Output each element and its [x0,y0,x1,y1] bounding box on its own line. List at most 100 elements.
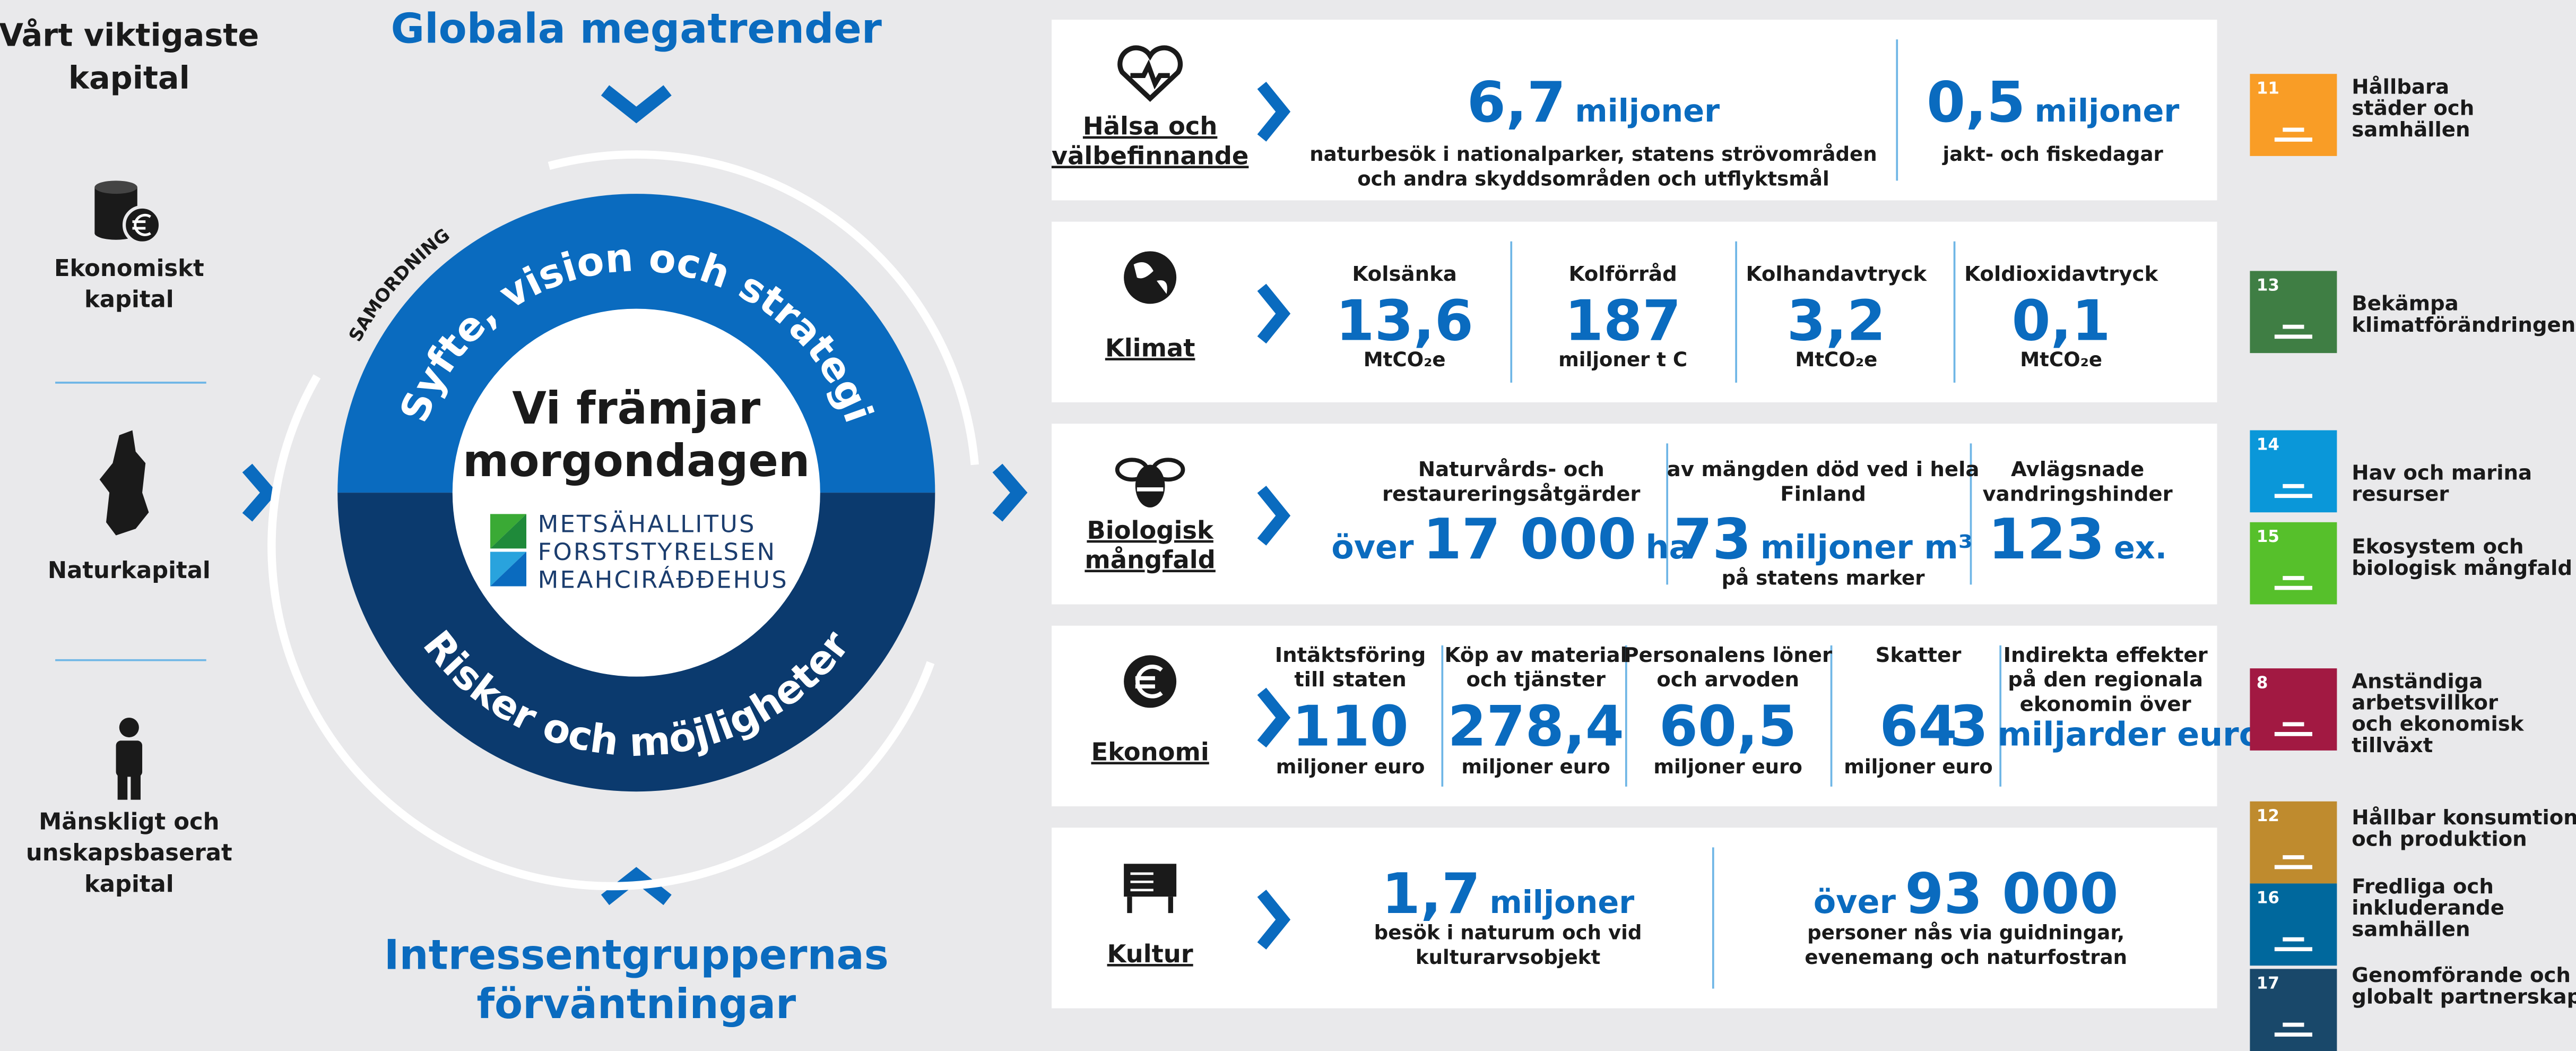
logo-text: METSÄHALLITUS [538,510,756,538]
stat-label: Skatter [1876,643,1962,667]
stat-number: 13,6 [1335,288,1473,353]
stat-label: Naturvårds- och [1418,458,1604,481]
capitals-title: kapital [68,59,190,96]
goal-label: Genomförande och [2352,963,2571,987]
core-text: morgondagen [463,435,810,487]
goal-label: samhällen [2352,917,2470,941]
stat-label: Kolhandavtryck [1746,262,1928,286]
stat-label: Avlägsnade [2011,458,2144,481]
bee-wing [1115,458,1149,482]
capital-label: kapital [84,871,174,898]
goal-label: och produktion [2352,827,2527,851]
goal-label: Hållbara [2352,75,2449,99]
stat-desc: naturbesök i nationalparker, statens str… [1309,143,1877,166]
stat-value: 187 [1565,288,1681,353]
goal-icon [2250,883,2337,966]
stat-label: och arvoden [1656,668,1799,692]
chevron-right [242,463,277,522]
stat-value: 60,5 [1659,694,1797,759]
stat-desc: kulturarvsobjekt [1416,946,1600,969]
goal-label: Hållbar konsumtion [2352,806,2576,830]
stat-number: 1,7 [1382,861,1480,926]
stat-label: till staten [1294,668,1406,692]
stat-desc: jakt- och fiskedagar [1942,143,2164,166]
goal-label: biologisk mångfald [2352,556,2572,580]
board-icon [1124,864,1177,897]
core-text: Vi främjar [512,382,760,434]
stat-label: Köp av material [1444,643,1627,667]
row-chevron [1257,283,1291,344]
goal-label: globalt partnerskap [2352,985,2576,1009]
stat-unit: miljoner [1489,884,1634,920]
row-chevron [1257,486,1291,546]
goal-symbol [2274,937,2312,952]
goal-label: och ekonomisk [2352,712,2525,736]
stat-value: 0,5 miljoner [1927,70,2179,135]
goal-symbol [2274,855,2312,869]
chevron-down [601,85,672,124]
board-leg [1127,897,1132,914]
stat-number: 60,5 [1659,694,1797,759]
capital-label: Ekonomiskt [54,255,204,282]
row-panel [1052,828,2217,1009]
stat-number: 278,4 [1447,694,1624,759]
goal-label: samhällen [2352,118,2470,142]
goal-number: 11 [2257,79,2279,98]
stat-number: 73 [1673,506,1751,572]
board-lines [1130,872,1153,892]
chevron-right [992,463,1028,522]
stat-desc: och andra skyddsområden och utflyktsmål [1357,168,1829,191]
goal-symbol [2274,127,2312,142]
stat-unit: miljoner [1575,92,1720,129]
board-leg [1168,897,1173,914]
goal-icon [2250,668,2337,751]
goal-symbol [2274,1022,2312,1037]
capitals-title: Vårt viktigaste [0,17,259,54]
goal-number: 17 [2257,974,2279,993]
goal-label: Hav och marina [2352,461,2532,485]
stat-label: på den regionala [2008,668,2203,692]
stat-label: Kolförråd [1568,262,1677,286]
stat-value: 0,1 [2012,288,2111,353]
row-label: Klimat [1105,333,1195,362]
stat-prefix: över [1814,883,1896,921]
stat-number: 0,5 [1927,70,2025,135]
goal-label: resurser [2352,483,2449,506]
stat-label: av mängden död ved i hela [1667,458,1980,481]
goal-label: städer och [2352,97,2474,120]
goal-label: arbetsvillkor [2352,691,2498,715]
goal-label: klimatförändringen [2352,313,2575,337]
row-panel [1052,221,2217,402]
expectations: Intressentgruppernas [384,931,889,979]
stat-desc: MtCO₂e [2020,348,2102,371]
globe-icon [1124,251,1177,304]
outer-arc [548,150,979,466]
goal-symbol [2274,722,2312,736]
goal-label: Bekämpa [2352,292,2459,316]
goal-number: 12 [2257,806,2279,825]
logo-mark [490,514,526,587]
stat-number: 123 [1988,506,2105,572]
coins-icon [94,180,162,245]
row-label: Biologisk [1087,516,1214,545]
capital-label: Mänskligt och [39,808,219,835]
stat-unit: ha [1645,528,1691,566]
stat-desc: miljoner euro [1276,755,1425,778]
globe-land [1133,262,1167,294]
row-label: välbefinnande [1052,141,1249,170]
stat-number: 93 000 [1905,861,2119,926]
logo-text: MEAHCIRÁĐĐEHUS [538,566,788,594]
row-label: Ekonomi [1091,737,1209,766]
stat-label: och tjänster [1466,668,1606,692]
stat-number: 3,2 [1787,288,1886,353]
chevron-up [601,867,672,906]
stat-value: 64 [1879,694,1957,759]
stat-number: 64 [1879,694,1957,759]
stat-label: restaureringsåtgärder [1382,483,1641,506]
goal-symbol [2274,484,2312,498]
stat-desc: evenemang och naturfostran [1805,946,2127,969]
stat-unit: miljoner [2035,92,2180,129]
goal-symbol [2274,324,2312,339]
goal-number: 8 [2257,673,2268,692]
